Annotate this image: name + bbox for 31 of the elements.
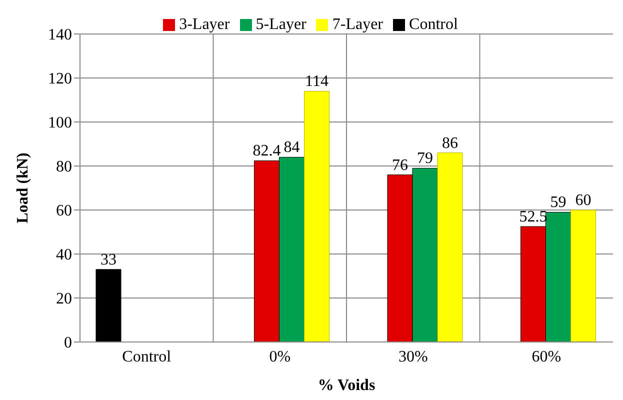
data-label: 60 bbox=[575, 192, 592, 209]
y-tick-label: 120 bbox=[48, 70, 72, 88]
bar bbox=[570, 210, 596, 342]
legend-label: 7-Layer bbox=[332, 16, 384, 33]
data-label: 33 bbox=[100, 251, 116, 268]
data-label: 84 bbox=[284, 139, 300, 156]
y-tick-label: 140 bbox=[48, 26, 72, 44]
data-label: 59 bbox=[550, 194, 566, 212]
data-label: 76 bbox=[392, 156, 408, 174]
y-tick-label: 0 bbox=[64, 334, 72, 352]
legend-label: Control bbox=[409, 16, 458, 33]
y-tick-label: 100 bbox=[48, 114, 72, 132]
y-axis-title: Load (kN) bbox=[14, 152, 32, 224]
bar bbox=[304, 90, 330, 342]
bar bbox=[96, 269, 122, 342]
data-label: 86 bbox=[442, 134, 458, 152]
legend-label: 5-Layer bbox=[256, 16, 306, 33]
data-label: 79 bbox=[416, 150, 433, 168]
x-axis-title: % Voids bbox=[318, 377, 376, 394]
bar bbox=[437, 152, 463, 342]
legend-label: 3-Layer bbox=[179, 16, 230, 33]
data-label: 114 bbox=[305, 73, 328, 90]
y-tick-label: 20 bbox=[56, 290, 72, 308]
y-tick-label: 60 bbox=[56, 202, 72, 220]
x-tick-label: 0% bbox=[269, 348, 291, 366]
data-label: 82.4 bbox=[252, 142, 281, 160]
y-tick-label: 40 bbox=[56, 246, 72, 264]
x-tick-label: 60% bbox=[532, 348, 562, 366]
x-tick-label: Control bbox=[122, 348, 172, 366]
x-tick-label: 30% bbox=[398, 348, 428, 366]
y-tick-label: 80 bbox=[56, 158, 72, 176]
